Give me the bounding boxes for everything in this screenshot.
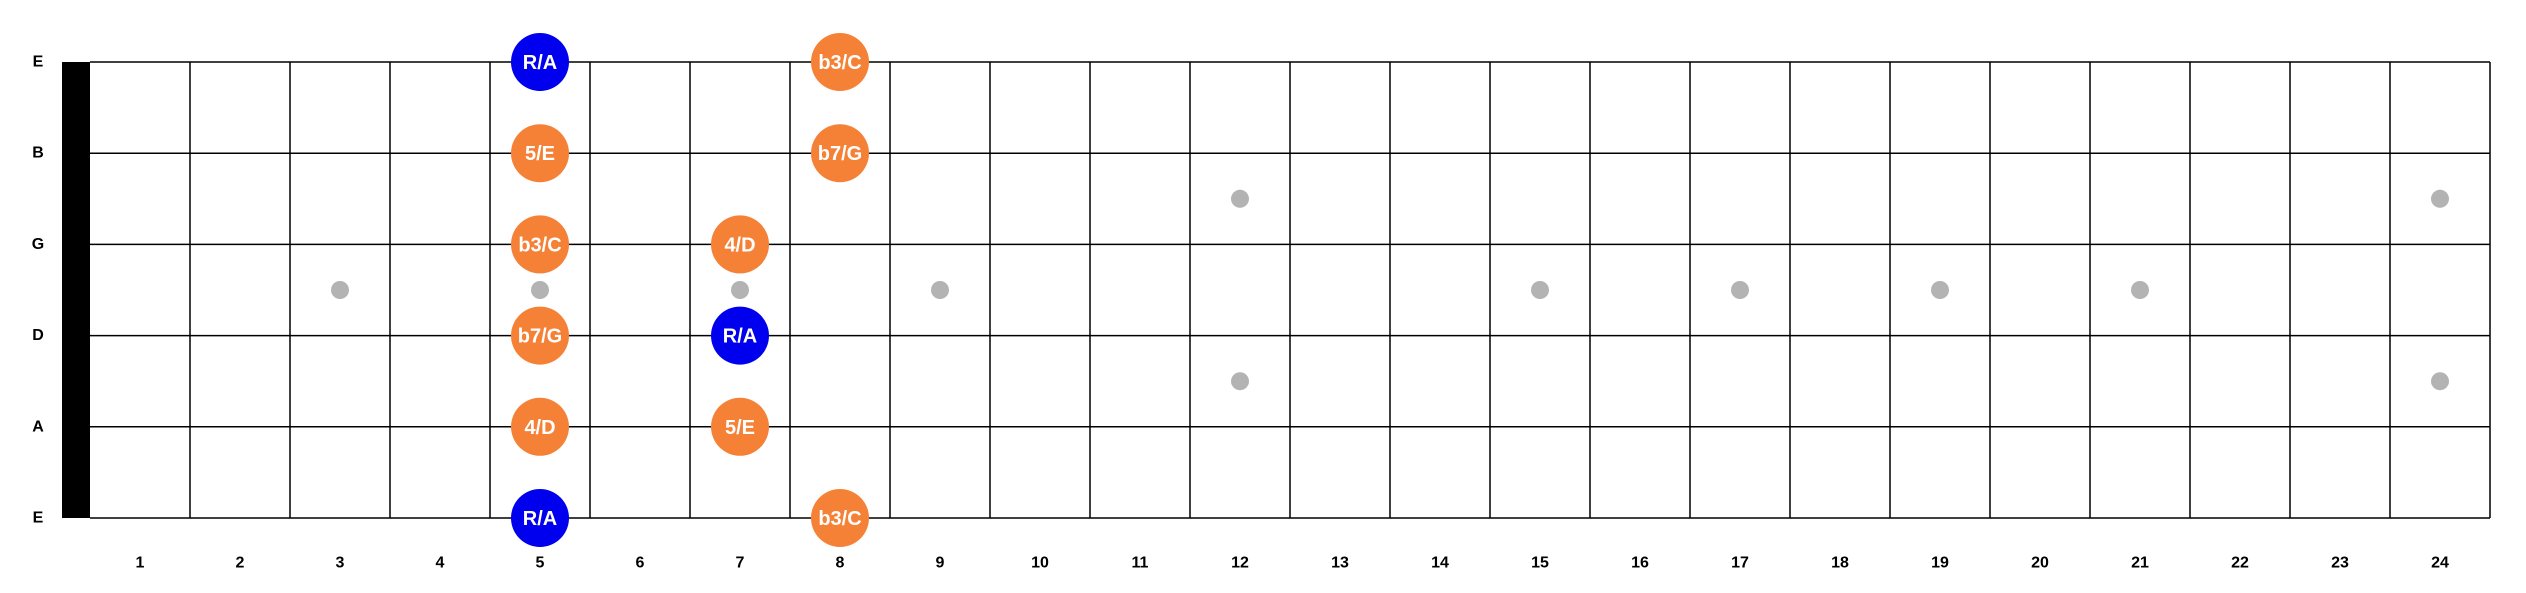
fret-number: 24 (2431, 555, 2449, 572)
fret-number: 13 (1331, 555, 1349, 572)
note-label: 5/E (725, 417, 755, 439)
fret-number: 15 (1531, 555, 1549, 572)
fretboard-lines (62, 61, 2491, 519)
fret-number: 7 (736, 555, 745, 572)
scale-note-marker: b3/C (811, 489, 869, 547)
fret-number: 22 (2231, 555, 2249, 572)
inlay-dot (1931, 281, 1949, 299)
root-note-marker: R/A (511, 33, 569, 91)
scale-note-marker: b3/C (511, 215, 569, 274)
fret-number: 10 (1031, 555, 1049, 572)
string-label: A (32, 418, 44, 435)
fret-number: 5 (536, 555, 545, 572)
inlay-dot (1231, 189, 1249, 208)
note-circle (511, 124, 569, 183)
fret-number: 16 (1631, 555, 1649, 572)
note-circle (811, 33, 869, 91)
inlay-dot (531, 281, 549, 299)
note-label: 5/E (525, 143, 555, 165)
scale-note-marker: b7/G (811, 124, 869, 183)
fret-number: 6 (636, 555, 645, 572)
fret-number: 23 (2331, 555, 2349, 572)
note-label: R/A (523, 52, 557, 74)
string-labels: E B G D A E (32, 54, 44, 527)
note-label: 4/D (724, 234, 755, 256)
note-circle (511, 397, 569, 456)
scale-note-marker: 5/E (711, 397, 769, 456)
note-markers: R/A b3/C 5/E b7/G b3/C 4/D b7/G R/A 4/D 5/E R/A b3/… (511, 33, 869, 547)
note-circle (811, 124, 869, 183)
string-label: D (32, 327, 44, 344)
inlay-dot (731, 281, 749, 299)
string-label: E (33, 54, 44, 71)
note-circle (711, 397, 769, 456)
inlay-dot (2431, 189, 2449, 208)
note-label: b3/C (518, 234, 561, 256)
inlay-markers (331, 189, 2449, 391)
note-circle (511, 306, 569, 365)
fret-number: 12 (1231, 555, 1249, 572)
inlay-dot (331, 281, 349, 299)
fret-number: 18 (1831, 555, 1849, 572)
fret-number-row: 1 2 3 4 5 6 7 8 9 10 11 12 13 14 15 16 17 18 19 20 21 22 23 24 (136, 555, 2449, 572)
fret-number: 2 (236, 555, 245, 572)
note-label: 4/D (524, 417, 555, 439)
inlay-dot (1731, 281, 1749, 299)
note-circle (511, 33, 569, 91)
scale-note-marker: 5/E (511, 124, 569, 183)
scale-note-marker: b7/G (511, 306, 569, 365)
root-note-marker: R/A (511, 489, 569, 547)
note-label: R/A (723, 326, 757, 348)
nut (62, 62, 90, 518)
fret-number: 21 (2131, 555, 2149, 572)
string-label: B (32, 145, 44, 162)
fret-number: 8 (836, 555, 845, 572)
note-circle (711, 215, 769, 274)
scale-note-marker: b3/C (811, 33, 869, 91)
string-label: E (33, 510, 44, 527)
note-circle (811, 489, 869, 547)
fret-number: 17 (1731, 555, 1749, 572)
root-note-marker: R/A (711, 306, 769, 365)
fret-number: 19 (1931, 555, 1949, 572)
inlay-dot (2431, 372, 2449, 391)
scale-note-marker: 4/D (511, 397, 569, 456)
note-label: b3/C (818, 52, 861, 74)
fret-number: 3 (336, 555, 345, 572)
fret-number: 20 (2031, 555, 2049, 572)
fret-number: 4 (436, 555, 445, 572)
inlay-dot (931, 281, 949, 299)
string-label: G (32, 236, 44, 253)
fret-number: 11 (1132, 555, 1149, 572)
note-circle (511, 215, 569, 274)
inlay-dot (1231, 372, 1249, 391)
fret-number: 1 (136, 555, 145, 572)
inlay-dot (2131, 281, 2149, 299)
scale-note-marker: 4/D (711, 215, 769, 274)
note-label: R/A (523, 508, 557, 530)
note-label: b7/G (518, 326, 562, 348)
note-circle (511, 489, 569, 547)
note-label: b7/G (818, 143, 862, 165)
note-label: b3/C (818, 508, 861, 530)
note-circle (711, 306, 769, 365)
fret-number: 9 (936, 555, 945, 572)
fret-number: 14 (1431, 555, 1449, 572)
inlay-dot (1531, 281, 1549, 299)
